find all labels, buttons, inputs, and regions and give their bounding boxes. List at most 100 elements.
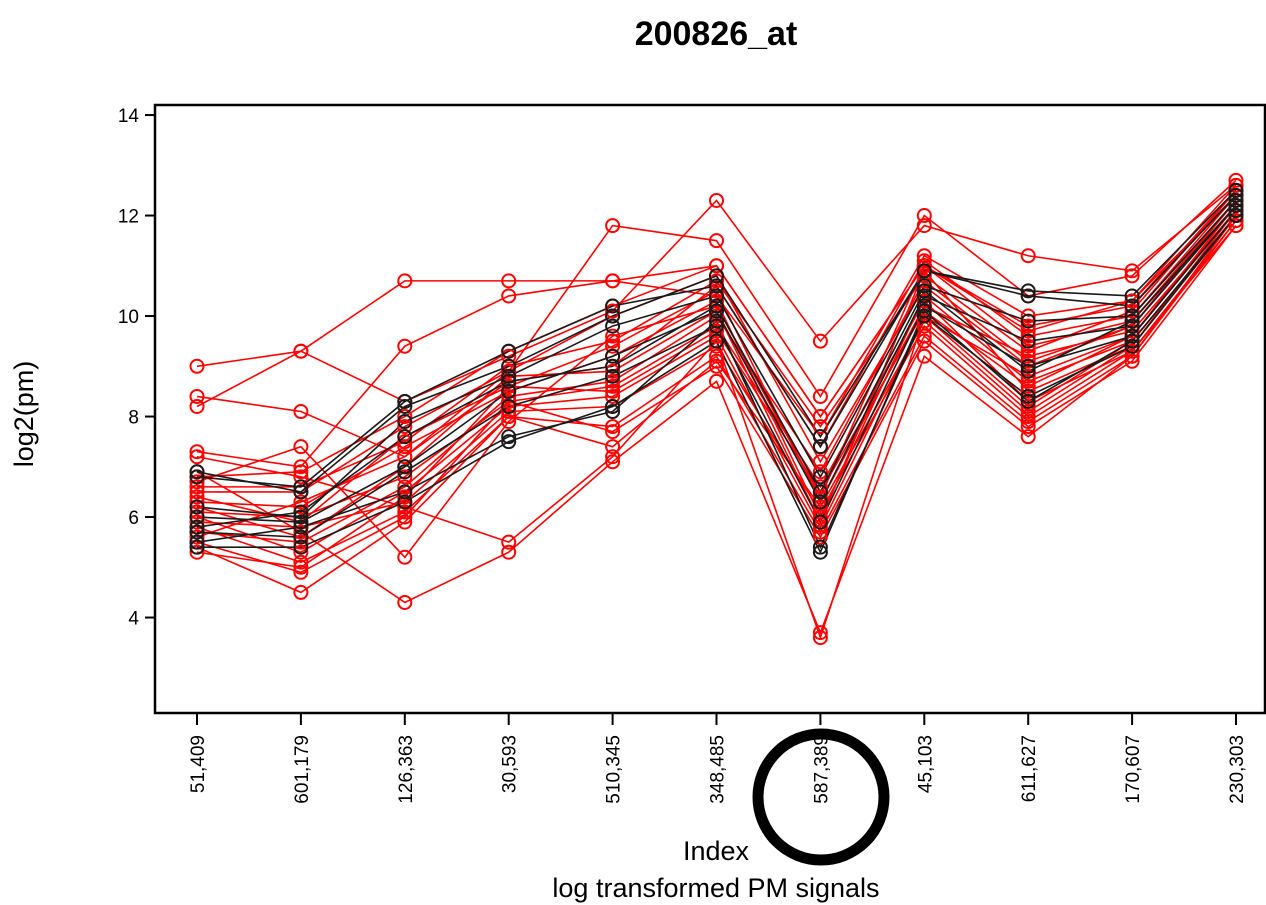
x-tick-label: 45,103 [915,735,936,793]
data-point-black [1124,328,1140,344]
data-point-black [1020,283,1036,299]
data-point-red [709,308,724,324]
y-axis-label: log2(pm) [9,361,39,468]
data-point-black [189,499,205,515]
data-point-black [812,429,828,445]
data-point-red [293,564,309,580]
data-point-red [812,464,828,480]
data-point-red [397,509,413,525]
data-point-red [916,218,932,234]
data-point-red [605,378,621,394]
data-point-red [709,192,724,208]
data-point-red [605,273,621,289]
data-point-black [916,308,932,324]
data-point-red [916,208,932,224]
series-line-red [196,225,1237,528]
data-point-red [397,273,413,289]
data-point-red [709,273,724,289]
data-point-black [916,288,932,304]
data-point-black [501,368,517,384]
y-axis: 4 6 8 10 12 14 [118,106,155,630]
data-point-black [916,298,932,314]
series-line-black [196,199,1237,518]
data-point-black [1124,288,1140,304]
data-point-black [189,469,205,485]
data-point-red [1228,218,1244,234]
data-point-red [397,499,413,515]
data-point-red [1020,429,1036,445]
data-point-red [1124,303,1140,319]
y-tick-label: 6 [128,508,139,529]
data-point-red [1020,404,1036,420]
data-point-black [501,358,517,374]
data-point-black [501,373,517,389]
data-point-black [709,288,724,304]
data-point-red [189,479,205,495]
data-point-red [189,484,205,500]
data-point-red [501,388,517,404]
data-point-black [189,534,205,550]
data-point-black [605,368,621,384]
data-point-red [709,233,724,249]
data-points [189,172,1244,646]
data-point-red [397,489,413,505]
data-point-black [1228,197,1244,213]
data-point-black [293,509,309,525]
data-point-red [501,288,517,304]
data-point-black [605,358,621,374]
data-point-red [709,338,724,354]
highlight-circle [752,728,890,866]
data-point-red [916,318,932,334]
data-point-black [397,464,413,480]
data-point-black [397,393,413,409]
data-point-black [1020,313,1036,329]
data-point-black [293,539,309,555]
data-point-red [1228,172,1244,188]
data-point-red [1020,323,1036,339]
x-tick-label: 30,593 [500,735,521,793]
data-point-red [189,514,205,530]
data-point-red [397,338,413,354]
data-point-red [293,524,309,540]
data-point-black [501,398,517,414]
data-point-black [605,318,621,334]
series-line-red [196,179,1237,458]
data-point-red [1020,383,1036,399]
series-line-black [196,189,1237,488]
data-point-red [293,554,309,570]
data-point-red [189,474,205,490]
data-point-red [189,529,205,545]
data-point-black [709,318,724,334]
data-point-red [709,373,724,389]
data-point-red [397,419,413,435]
data-point-black [189,464,205,480]
data-point-red [605,388,621,404]
data-point-red [1020,348,1036,364]
data-point-black [189,524,205,540]
data-point-red [293,404,309,420]
data-point-black [605,308,621,324]
data-point-red [501,378,517,394]
data-point-black [1228,208,1244,224]
data-point-red [501,393,517,409]
data-point-red [1124,263,1140,279]
data-point-black [916,303,932,319]
data-point-red [1124,323,1140,339]
x-tick-label: 611,627 [1019,735,1040,802]
data-point-red [916,253,932,269]
data-point-black [501,343,517,359]
data-point-red [293,584,309,600]
x-axis-sublabel: log transformed PM signals [552,873,879,903]
data-point-red [605,328,621,344]
data-point-black [293,519,309,535]
series-line-red [196,215,1237,635]
data-point-red [501,348,517,364]
data-point-red [812,630,828,646]
data-point-red [812,333,828,349]
data-point-red [1020,318,1036,334]
data-point-red [1020,409,1036,425]
data-point-black [1228,192,1244,208]
series-line-black [196,210,1237,538]
data-point-red [1020,414,1036,430]
series-line-red [196,225,1237,574]
